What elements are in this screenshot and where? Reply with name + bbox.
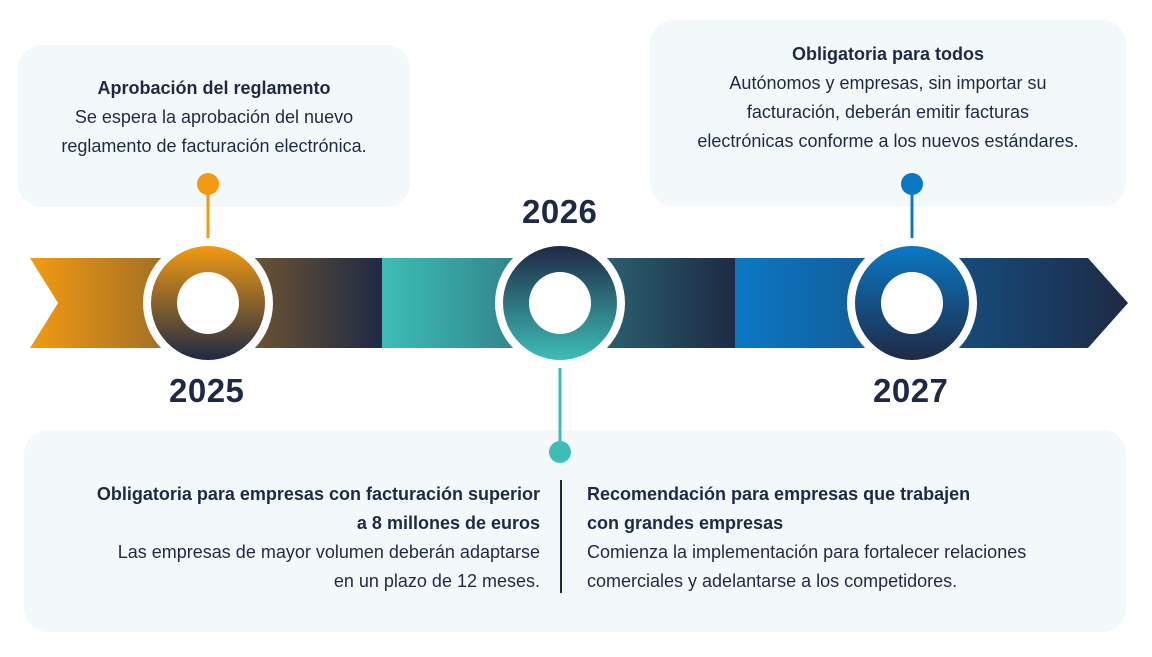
title-2026-right: con grandes empresas [587, 513, 784, 533]
divider [560, 480, 562, 593]
milestone-circle-2026 [495, 238, 625, 368]
text-2027: Obligatoria para todos Autónomos y empre… [650, 40, 1126, 156]
title-2026-left: Obligatoria para empresas con facturació… [96, 484, 540, 504]
year-2025: 2025 [169, 372, 245, 409]
desc-line: reglamento de facturación electrónica. [61, 136, 367, 156]
desc-line: Autónomos y empresas, sin importar su [729, 73, 1047, 93]
card-2026 [24, 430, 1126, 632]
title-2027: Obligatoria para todos [791, 44, 985, 64]
dot-2027 [901, 173, 923, 195]
desc-line: facturación, deberán emitir facturas [746, 102, 1030, 122]
title-2026-right: Recomendación para empresas que trabajen [587, 484, 971, 504]
desc-line: electrónicas conforme a los nuevos están… [697, 131, 1079, 151]
desc-line: Se espera la aprobación del nuevo [74, 107, 354, 127]
title-2025: Aprobación del reglamento [97, 78, 331, 98]
text-2025: Aprobación del reglamento Se espera la a… [18, 74, 410, 161]
desc-line: Las empresas de mayor volumen deberán ad… [117, 542, 540, 562]
text-2026-right: Recomendación para empresas que trabajen… [587, 480, 1107, 596]
text-2026-left: Obligatoria para empresas con facturació… [40, 480, 540, 596]
year-2027: 2027 [873, 372, 949, 409]
milestone-circle-2027 [847, 238, 977, 368]
card-2027 [650, 20, 1126, 206]
year-2026: 2026 [522, 193, 598, 230]
desc-line: en un plazo de 12 meses. [333, 571, 540, 591]
title-2026-left: a 8 millones de euros [356, 513, 540, 533]
milestone-circle-2025 [143, 238, 273, 368]
dot-2025 [197, 173, 219, 195]
dot-2026 [549, 441, 571, 463]
desc-line: comerciales y adelantarse a los competid… [587, 571, 958, 591]
desc-line: Comienza la implementación para fortalec… [587, 542, 1027, 562]
